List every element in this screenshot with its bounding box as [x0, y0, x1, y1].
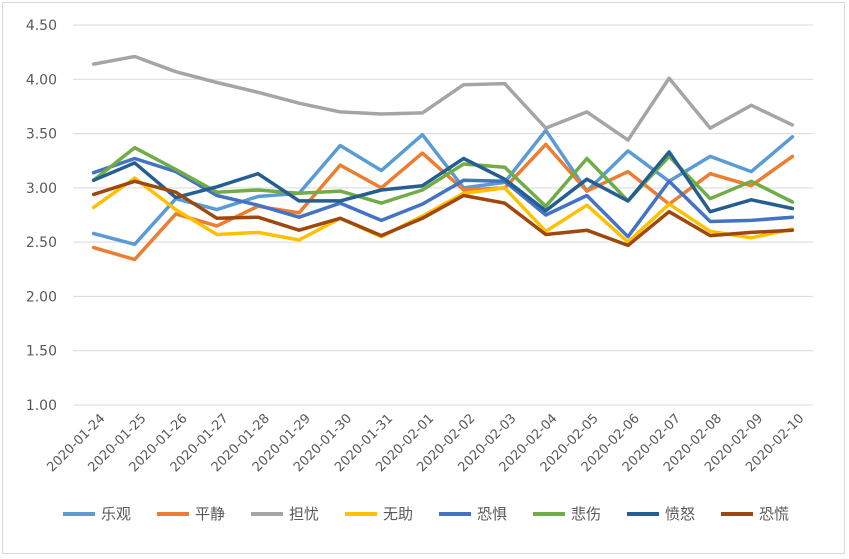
y-tick-label: 3.50 [26, 127, 57, 143]
y-tick-label: 1.00 [26, 398, 57, 414]
legend-item: 乐观 [63, 505, 131, 523]
legend-item: 愤怒 [627, 505, 695, 523]
series-line-0 [91, 128, 795, 247]
legend-label: 乐观 [101, 505, 131, 523]
gridlines [73, 24, 813, 406]
series-line-6 [91, 150, 795, 214]
series-lines [91, 54, 795, 262]
legend-label: 愤怒 [665, 505, 695, 523]
legend-label: 平静 [195, 505, 225, 523]
legend-item: 恐惧 [439, 505, 507, 523]
y-tick-label: 4.50 [26, 18, 57, 34]
series-line-4 [91, 156, 795, 239]
legend-item: 平静 [157, 505, 225, 523]
legend: 乐观 平静 担忧 无助 恐惧 悲伤 愤怒 恐慌 [63, 505, 789, 523]
legend-label: 无助 [383, 505, 413, 523]
y-tick-label: 2.50 [26, 235, 57, 251]
legend-label: 悲伤 [571, 505, 601, 523]
legend-item: 担忧 [251, 505, 319, 523]
legend-item: 恐慌 [721, 505, 789, 523]
y-axis-tick-labels: 1.00 1.50 2.00 2.50 3.00 3.50 4.00 4.50 [26, 18, 57, 414]
line-chart: 1.00 1.50 2.00 2.50 3.00 3.50 4.00 4.50 2020-01… [26, 18, 813, 523]
legend-label: 担忧 [289, 505, 319, 523]
legend-item: 悲伤 [533, 505, 601, 523]
y-tick-label: 4.00 [26, 72, 57, 88]
legend-label: 恐慌 [759, 505, 789, 523]
series-line-7 [91, 179, 795, 248]
series-line-3 [91, 176, 795, 244]
series-line-2 [91, 54, 795, 142]
y-tick-label: 1.50 [26, 344, 57, 360]
y-tick-label: 3.00 [26, 181, 57, 197]
y-tick-label: 2.00 [26, 289, 57, 305]
legend-label: 恐惧 [477, 505, 507, 523]
legend-item: 无助 [345, 505, 413, 523]
x-axis-tick-labels: 2020-01-242020-01-252020-01-262020-01-27… [44, 411, 807, 475]
